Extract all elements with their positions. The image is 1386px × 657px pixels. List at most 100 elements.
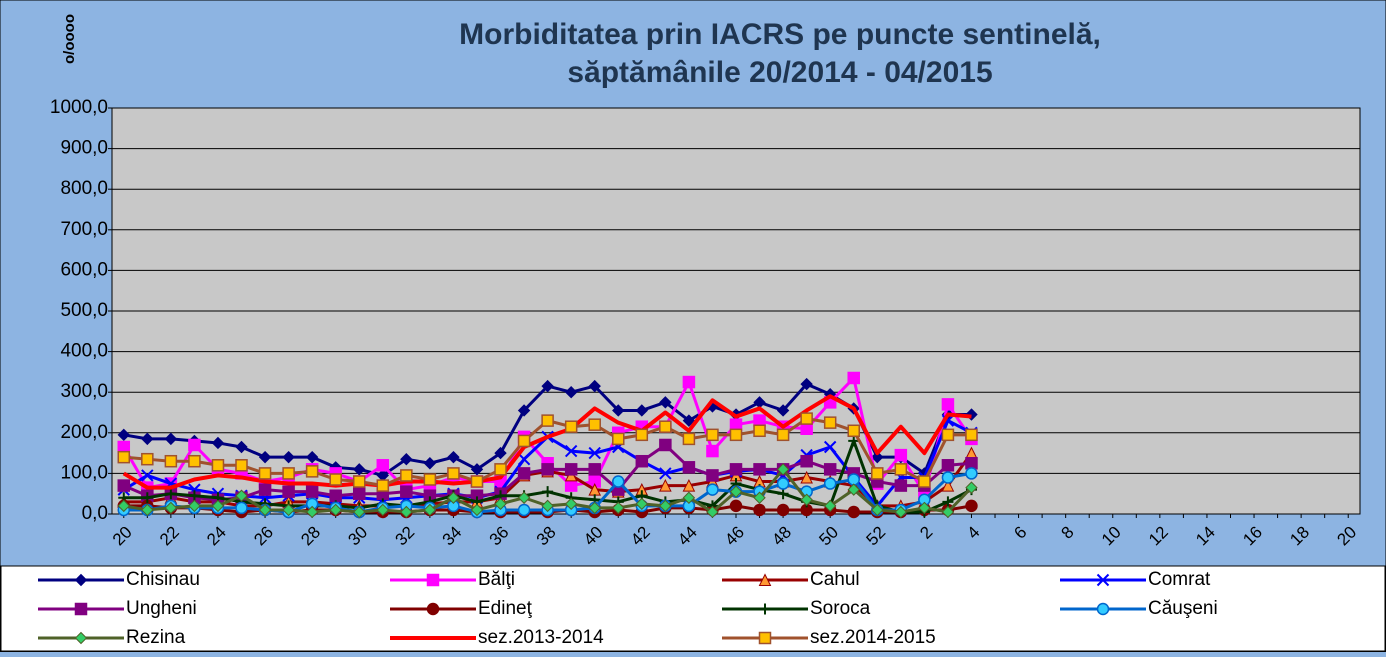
marker xyxy=(800,470,813,484)
marker xyxy=(1096,573,1110,587)
marker xyxy=(706,505,719,519)
marker xyxy=(74,602,88,616)
marker xyxy=(823,416,837,429)
marker xyxy=(706,444,719,458)
marker xyxy=(847,483,860,496)
marker xyxy=(329,503,342,517)
marker xyxy=(706,428,719,442)
marker xyxy=(352,475,366,488)
marker xyxy=(871,503,884,517)
marker xyxy=(423,473,437,486)
marker xyxy=(635,497,649,511)
y-tick-label: 200,0 xyxy=(60,422,108,443)
marker xyxy=(141,503,154,517)
marker xyxy=(941,459,955,472)
marker xyxy=(941,471,955,484)
marker xyxy=(541,379,554,393)
y-tick-label: 300,0 xyxy=(60,381,108,402)
y-tick-label: 100,0 xyxy=(60,462,108,483)
marker xyxy=(564,444,578,458)
marker xyxy=(682,375,696,389)
marker xyxy=(682,461,696,474)
marker xyxy=(776,404,790,417)
marker xyxy=(447,450,460,464)
marker xyxy=(800,422,813,435)
marker xyxy=(729,485,743,498)
marker xyxy=(753,424,766,438)
chart-title: Morbiditatea prin IACRS pe puncte sentin… xyxy=(459,18,1101,51)
marker xyxy=(823,440,837,454)
series-line xyxy=(122,394,972,490)
marker xyxy=(517,434,531,448)
marker xyxy=(823,463,837,476)
marker xyxy=(494,446,507,460)
marker xyxy=(423,457,437,470)
legend-label: Rezina xyxy=(126,627,186,648)
marker xyxy=(282,485,295,498)
legend-box xyxy=(0,565,1386,652)
marker xyxy=(541,414,554,427)
legend-label: sez.2013-2014 xyxy=(478,627,604,648)
marker xyxy=(165,488,177,500)
marker xyxy=(659,467,672,480)
marker xyxy=(541,499,554,513)
marker xyxy=(800,493,813,506)
y-tick-label: 800,0 xyxy=(60,178,108,199)
marker xyxy=(847,505,860,519)
marker xyxy=(753,463,766,476)
marker xyxy=(426,602,440,616)
marker xyxy=(800,454,813,468)
marker xyxy=(329,489,342,502)
marker xyxy=(776,428,790,442)
marker xyxy=(282,450,295,464)
marker xyxy=(376,479,390,492)
marker xyxy=(941,428,955,442)
marker xyxy=(729,463,743,476)
legend-label: Ungheni xyxy=(126,598,197,619)
marker xyxy=(753,503,766,517)
series xyxy=(117,412,978,492)
marker xyxy=(965,481,978,494)
legend-label: Chisinau xyxy=(126,569,200,590)
marker xyxy=(847,371,860,385)
marker xyxy=(564,497,578,511)
marker xyxy=(823,477,837,490)
marker xyxy=(470,503,484,517)
marker xyxy=(729,418,743,431)
marker xyxy=(588,463,601,476)
marker xyxy=(823,499,837,513)
marker xyxy=(188,454,201,468)
marker xyxy=(517,503,531,517)
marker xyxy=(894,479,908,492)
marker xyxy=(847,473,860,486)
marker xyxy=(894,448,908,462)
marker xyxy=(188,438,201,452)
marker xyxy=(141,432,154,446)
marker xyxy=(918,501,931,515)
marker xyxy=(918,475,931,488)
marker xyxy=(258,450,272,464)
marker xyxy=(188,499,201,513)
marker xyxy=(117,450,131,464)
marker xyxy=(164,501,178,515)
marker xyxy=(470,463,484,476)
marker xyxy=(141,492,153,504)
y-tick-label: 500,0 xyxy=(60,300,108,321)
marker xyxy=(753,414,766,427)
marker xyxy=(235,459,248,472)
marker xyxy=(894,505,908,519)
marker xyxy=(588,501,601,515)
marker xyxy=(258,503,272,517)
marker xyxy=(305,485,319,498)
marker xyxy=(942,496,954,508)
marker xyxy=(258,483,272,496)
legend-label: Edineţ xyxy=(478,598,533,619)
marker xyxy=(612,404,625,417)
marker xyxy=(353,463,366,476)
marker xyxy=(211,499,225,513)
marker xyxy=(117,428,130,442)
marker xyxy=(282,467,295,480)
y-tick-label: 900,0 xyxy=(60,138,108,159)
marker xyxy=(635,428,649,442)
marker xyxy=(517,467,531,480)
